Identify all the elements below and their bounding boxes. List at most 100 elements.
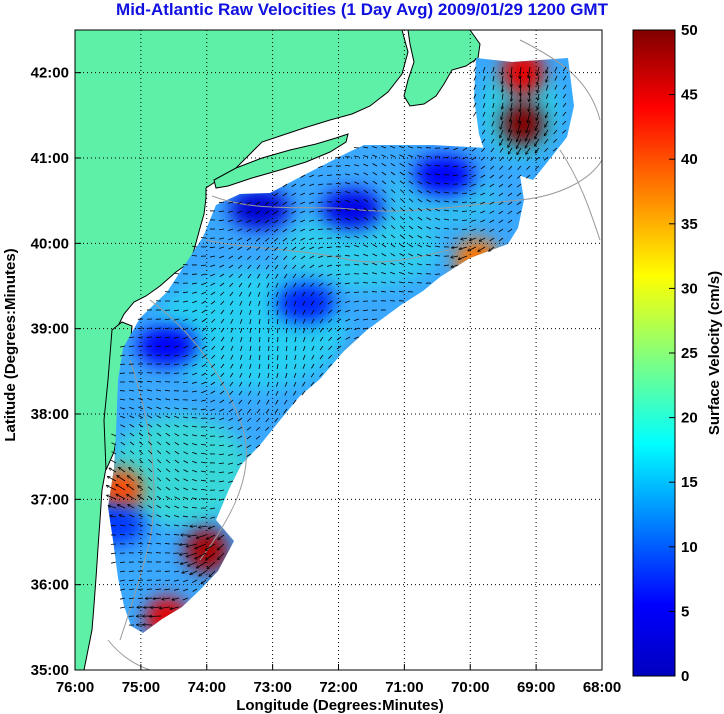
velocity-vector — [399, 271, 405, 275]
velocity-vector — [248, 300, 252, 306]
velocity-vector — [120, 433, 126, 437]
velocity-vector — [283, 273, 288, 279]
velocity-vector — [309, 264, 315, 269]
velocity-vector — [174, 441, 180, 446]
velocity-vector — [228, 237, 234, 241]
velocity-vector — [230, 336, 234, 342]
velocity-vector — [220, 318, 225, 324]
velocity-vector — [165, 441, 171, 446]
velocity-vector — [381, 189, 387, 194]
velocity-vector — [239, 354, 243, 360]
velocity-vector — [208, 525, 216, 529]
velocity-vector — [192, 469, 198, 473]
velocity-vector — [220, 300, 225, 306]
velocity-vector — [303, 345, 306, 351]
velocity-vector — [480, 210, 486, 214]
velocity-vector — [451, 264, 459, 267]
velocity-vector — [300, 228, 306, 232]
velocity-vector — [372, 234, 378, 239]
velocity-vector — [435, 217, 441, 221]
velocity-vector — [255, 246, 261, 251]
velocity-vector — [119, 345, 126, 348]
velocity-vector — [275, 273, 279, 279]
velocity-vector — [416, 272, 423, 275]
velocity-vector — [344, 291, 351, 294]
velocity-vector — [191, 282, 198, 285]
velocity-vector — [408, 189, 414, 194]
velocity-vector — [218, 210, 225, 213]
velocity-vector — [156, 477, 162, 482]
velocity-vector — [119, 561, 126, 564]
velocity-vector — [511, 66, 512, 77]
velocity-vector — [399, 154, 405, 158]
velocity-vector — [309, 255, 315, 259]
velocity-vector — [183, 425, 189, 428]
velocity-vector — [517, 147, 522, 155]
velocity-vector — [192, 318, 198, 322]
y-tick-label: 40:00 — [31, 235, 69, 252]
velocity-vector — [535, 129, 540, 139]
velocity-vector — [192, 479, 198, 482]
velocity-vector — [200, 489, 207, 491]
velocity-vector — [219, 264, 225, 268]
velocity-vector — [417, 225, 423, 230]
velocity-vector — [147, 486, 153, 491]
velocity-vector — [147, 495, 153, 500]
velocity-vector — [147, 406, 153, 410]
velocity-vector — [294, 363, 297, 369]
velocity-vector — [345, 327, 351, 331]
velocity-vector — [164, 354, 171, 357]
velocity-vector — [200, 399, 207, 402]
velocity-vector — [219, 282, 225, 287]
velocity-vector — [273, 228, 279, 233]
velocity-vector — [174, 515, 180, 518]
velocity-vector — [326, 165, 333, 168]
velocity-vector — [309, 237, 315, 241]
velocity-vector — [408, 216, 414, 221]
velocity-vector — [183, 496, 189, 500]
velocity-vector — [501, 111, 504, 119]
velocity-vector — [246, 237, 252, 242]
velocity-vector — [525, 129, 531, 141]
velocity-vector — [156, 423, 162, 428]
velocity-vector — [302, 363, 306, 369]
velocity-vector — [182, 506, 189, 509]
velocity-vector — [257, 282, 261, 288]
velocity-vector — [408, 180, 414, 185]
velocity-vector — [210, 291, 216, 296]
velocity-vector — [249, 318, 252, 325]
velocity-vector — [546, 75, 548, 82]
velocity-vector — [237, 444, 243, 448]
velocity-vector — [173, 398, 180, 401]
velocity-vector — [489, 237, 495, 242]
velocity-vector — [519, 111, 522, 123]
velocity-vector — [200, 273, 207, 276]
velocity-vector — [317, 174, 324, 177]
velocity-vector — [110, 459, 117, 464]
velocity-vector — [511, 75, 512, 86]
velocity-vector — [156, 450, 162, 455]
velocity-vector — [267, 300, 270, 307]
velocity-vector — [192, 588, 198, 592]
velocity-vector — [219, 390, 225, 395]
velocity-vector — [354, 235, 360, 239]
velocity-vector — [345, 182, 351, 185]
velocity-vector — [119, 606, 126, 609]
velocity-vector — [257, 381, 261, 387]
velocity-vector — [372, 171, 378, 176]
velocity-vector — [390, 180, 396, 185]
velocity-vector — [249, 336, 252, 343]
velocity-vector — [273, 192, 279, 197]
velocity-vector — [201, 300, 207, 304]
velocity-vector — [119, 398, 126, 401]
velocity-vector — [164, 588, 171, 591]
velocity-vector — [218, 534, 225, 539]
velocity-vector — [273, 201, 279, 206]
velocity-vector — [237, 426, 243, 431]
velocity-vector — [443, 183, 450, 185]
velocity-vector — [265, 426, 270, 431]
velocity-vector — [470, 210, 477, 213]
velocity-vector — [146, 542, 153, 545]
y-tick-label: 36:00 — [31, 577, 69, 594]
velocity-vector — [553, 129, 558, 135]
